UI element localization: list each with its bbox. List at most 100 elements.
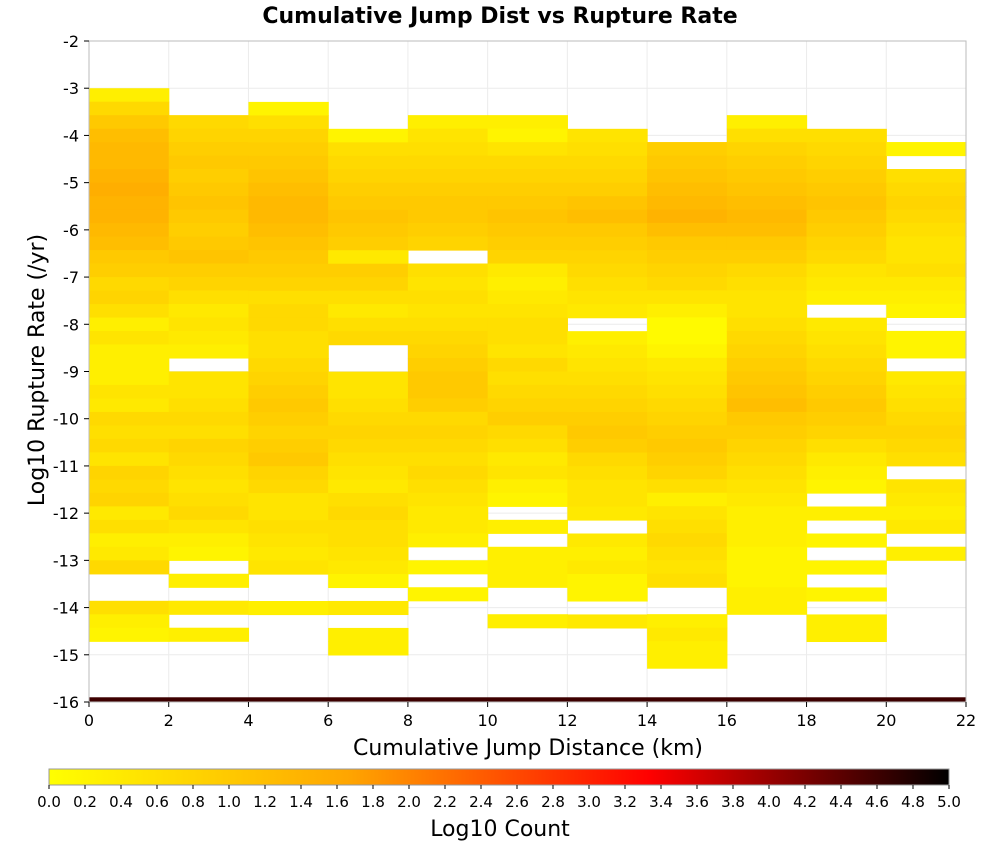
heatmap-cell [726,546,808,561]
heatmap-cell [726,169,808,184]
heatmap-cell [886,371,967,386]
heatmap-cell [647,290,728,305]
colorbar: 0.0 0.2 0.4 0.6 0.8 1.0 1.2 1.4 1.6 1.8 2.0 2.2 2.4 2… [37,768,961,811]
heatmap-cell [328,196,409,211]
heatmap-cell [407,398,489,413]
heatmap-cell [89,317,170,332]
heatmap-cell [328,155,409,170]
heatmap-cell [89,560,170,575]
heatmap-cell [328,439,409,454]
colorbar-tick-label: 1.6 [325,793,349,811]
x-tick-label: 16 [717,711,737,730]
x-tick-label: 20 [876,711,896,730]
heatmap-cell [567,466,648,481]
heatmap-cell [726,142,808,157]
heatmap-cell [89,115,170,130]
heatmap-cell [168,344,250,359]
heatmap-cell [168,411,250,426]
x-tick-label: 6 [323,711,333,730]
heatmap-cell [168,128,250,143]
heatmap-cell [647,236,728,251]
heatmap-cell [647,303,728,318]
heatmap-cell [726,371,808,386]
heatmap-cell [248,101,329,116]
heatmap-cell [806,331,887,346]
heatmap-cell [487,398,568,413]
y-axis-label: Log10 Rupture Rate (/yr) [25,234,50,506]
heatmap-cell [726,128,808,143]
heatmap-cell [647,641,728,656]
heatmap-cell [328,560,409,575]
heatmap-cell [886,169,967,184]
colorbar-tick-label: 3.2 [613,793,637,811]
heatmap-cell [647,573,728,588]
heatmap-cell [806,236,887,251]
heatmap-cell [407,236,489,251]
heatmap-cell [89,411,170,427]
heatmap-cell [248,223,329,238]
heatmap-cell [407,438,489,453]
colorbar-tick-label: 2.4 [469,793,493,811]
colorbar-tick-label: 2.8 [541,793,565,811]
heatmap-cell [886,425,967,440]
heatmap-cell [647,654,728,669]
heatmap-cell [647,209,728,224]
y-tick-label: -11 [53,457,79,476]
heatmap-cell [567,587,648,602]
x-tick-label: 0 [84,711,94,730]
y-tick-label: -10 [53,410,79,429]
heatmap-cell [89,425,170,440]
heatmap-cell [248,398,329,413]
heatmap-cell [567,560,648,575]
y-tick-label: -5 [63,174,79,193]
heatmap-cell [168,263,250,278]
heatmap-cell [89,128,170,143]
heatmap-cell [407,452,489,467]
heatmap-cell [647,452,728,467]
heatmap-cell [407,223,489,238]
heatmap-cell [168,196,250,211]
heatmap-cell [168,546,250,561]
heatmap-cell [487,492,568,507]
heatmap-cell [248,466,329,481]
heatmap-cell [328,290,409,305]
heatmap-cell [886,249,967,265]
heatmap-cell [89,546,170,561]
heatmap-cell [487,196,568,211]
heatmap-cell [248,533,329,548]
colorbar-tick-label: 0.4 [109,793,133,811]
heatmap-cell [487,519,568,534]
heatmap-cell [248,412,329,427]
heatmap-cell [726,519,808,534]
heatmap-cell [407,533,489,548]
heatmap-cell [89,250,170,265]
heatmap-cell [567,209,648,224]
heatmap-cell [407,479,489,494]
heatmap-cell [567,277,648,292]
x-tick-label: 10 [477,711,497,730]
heatmap-cell [328,493,409,508]
heatmap-cell [726,303,808,319]
heatmap-cell [886,452,967,467]
heatmap-cell [806,290,887,305]
heatmap-cell [487,169,568,184]
heatmap-cell [726,384,808,399]
colorbar-tick-label: 3.4 [649,793,673,811]
heatmap-cell [328,412,409,427]
heatmap-cell [248,263,329,278]
heatmap-cell [647,614,728,629]
heatmap-cell [89,357,170,373]
heatmap-cell [726,115,808,130]
heatmap-cell [806,614,887,629]
heatmap-cells [88,40,967,703]
heatmap-cell [89,88,170,103]
heatmap-cell [248,425,329,440]
heatmap-cell [806,317,887,332]
heatmap-cell [806,439,887,454]
heatmap-cell [168,142,250,157]
heatmap-cell [407,276,489,292]
heatmap-cell [487,155,568,170]
heatmap-cell [248,182,329,197]
heatmap-cell [726,182,808,197]
heatmap-cell [89,209,170,224]
